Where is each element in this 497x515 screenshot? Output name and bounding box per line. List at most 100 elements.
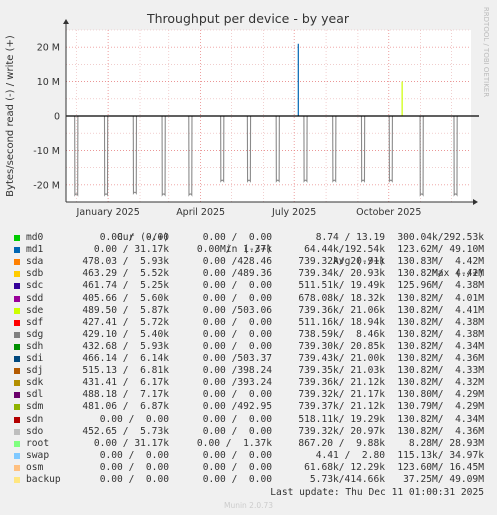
read-dip [132,115,138,195]
legend-avg: 867.20 / 9.88k [298,437,385,449]
legend-cur: 0.00 / 0.00 [99,232,169,244]
legend-min: 0.00 / 0.00 [202,328,272,340]
legend-max: 130.83M/ 4.42M [397,256,484,268]
legend-min: 0.00 /503.06 [202,304,272,316]
legend-row-md0: md0 0.00 / 0.00 0.00 / 0.00 8.74 / 13.19 300… [0,232,497,244]
legend-name: sdk [26,377,44,389]
legend-cur: 463.29 / 5.52k [82,268,169,280]
legend-avg: 739.36k/ 21.06k [298,304,385,316]
legend-min: 0.00 / 1.37k [196,437,272,449]
read-dip [246,115,252,183]
legend-swatch [14,235,20,242]
legend-swatch [14,416,20,423]
legend-name: sda [26,256,44,268]
legend-max: 130.82M/ 4.42M [397,268,484,280]
legend-max: 300.04k/292.53k [397,232,484,244]
legend-name: sdl [26,389,44,401]
legend-avg: 8.74 / 13.19 [315,232,385,244]
legend-row-sdd: sdd 405.66 / 5.60k 0.00 / 0.00 678.08k/ 18.… [0,293,497,305]
x-axis-arrow [473,199,478,205]
legend-min: 0.00 / 0.00 [202,425,272,437]
legend-name: sdb [26,268,44,280]
legend-cur: 0.00 / 0.00 [99,449,169,461]
legend-min: 0.00 / 0.00 [202,389,272,401]
read-dip [74,115,79,197]
legend-min: 0.00 / 0.00 [202,280,272,292]
legend-cur: 452.65 / 5.73k [82,425,169,437]
legend-name: sdm [26,401,44,413]
legend-avg: 4.41 / 2.80 [315,449,385,461]
header-cur: Cur (-/+) [117,232,169,244]
legend-avg: 739.34k/ 20.93k [298,268,385,280]
legend-min: 0.00 / 0.00 [202,461,272,473]
legend-max: 130.80M/ 4.29M [397,389,484,401]
x-tick-label: October 2025 [356,207,421,218]
legend-name: md1 [26,244,44,256]
legend-cur: 405.66 / 5.60k [82,292,169,304]
read-dip [303,115,308,183]
legend-cur: 466.14 / 6.14k [82,353,169,365]
read-dip [161,115,166,197]
legend-name: sdo [26,425,44,437]
y-axis-label: Bytes/second read (-) / write (+) [5,35,16,197]
legend-max: 130.82M/ 4.41M [397,304,484,316]
legend-min: 0.00 / 0.00 [202,413,272,425]
legend-min: 0.00 / 0.00 [202,316,272,328]
legend-swatch [14,404,20,411]
legend-avg: 738.59k/ 8.46k [298,328,385,340]
munin-version: Munin 2.0.73 [223,501,274,510]
legend-cur: 0.00 / 0.00 [99,473,169,485]
legend-max: 123.62M/ 49.10M [397,244,484,256]
legend-name: root [26,437,50,449]
legend-max: 130.82M/ 4.33M [397,365,484,377]
legend-name: sdc [26,280,44,292]
legend-swatch [14,452,20,459]
legend-avg: 739.36k/ 21.12k [298,377,385,389]
legend-min: 0.00 /393.24 [202,377,272,389]
legend-min: 0.00 /428.46 [202,256,272,268]
read-dip [360,115,366,183]
legend-name: md0 [26,232,44,244]
legend-row-sdj: sdj 515.13 / 6.81k 0.00 /398.24 739.35k/ 21… [0,365,497,377]
legend-row-sdh: sdh 432.68 / 5.93k 0.00 / 0.00 739.30k/ 20.… [0,341,497,353]
legend-min: 0.00 / 0.00 [202,340,272,352]
legend-min: 0.00 / 0.00 [202,232,272,244]
legend-row-sdg: sdg 429.10 / 5.40k 0.00 / 0.00 738.59k/ 8.4… [0,329,497,341]
legend-avg: 64.44k/192.54k [304,244,385,256]
legend-cur: 431.41 / 6.17k [82,377,169,389]
legend-min: 0.00 / 0.00 [202,292,272,304]
series [74,43,458,197]
legend-cur: 432.68 / 5.93k [82,340,169,352]
legend-swatch [14,476,20,483]
legend-max: 130.82M/ 4.34M [397,340,484,352]
legend-swatch [14,295,20,302]
read-dip [453,115,458,197]
legend-cur: 461.74 / 5.25k [82,280,169,292]
legend-max: 123.60M/ 16.45M [397,461,484,473]
read-dip [220,115,225,183]
legend-avg: 739.37k/ 21.12k [298,401,385,413]
legend-row-root: root 0.00 / 31.17k 0.00 / 1.37k 867.20 / 9.… [0,438,497,450]
y-tick-label: -10 M [33,146,60,157]
legend-swatch [14,380,20,387]
legend-avg: 739.43k/ 21.00k [298,353,385,365]
y-tick-label: 10 M [37,77,60,88]
legend-name: sdj [26,365,44,377]
legend-min: 0.00 /503.37 [202,353,272,365]
legend-cur: 515.13 / 6.81k [82,365,169,377]
legend-cur: 0.00 / 31.17k [93,437,169,449]
legend-row-md1: md1 0.00 / 31.17k 0.00 / 1.37k 64.44k/192.5… [0,244,497,256]
read-dip [419,115,424,197]
legend-avg: 511.51k/ 19.49k [298,280,385,292]
legend-rows: md0 0.00 / 0.00 0.00 / 0.00 8.74 / 13.19 300… [0,232,497,486]
legend-swatch [14,440,20,447]
chart: 20 M 10 M 0 -10 M -20 M January 2025 April 202… [0,0,497,220]
read-dip [275,115,280,183]
legend-avg: 739.32k/ 21.17k [298,389,385,401]
legend-max: 125.96M/ 4.38M [397,280,484,292]
y-tick-label: -20 M [33,180,60,191]
legend-name: backup [26,473,61,485]
legend-avg: 739.30k/ 20.85k [298,340,385,352]
legend: Cur (-/+) Min (-/+) Avg (-/+) Max (-/+) … [0,220,497,486]
legend-swatch [14,343,20,350]
